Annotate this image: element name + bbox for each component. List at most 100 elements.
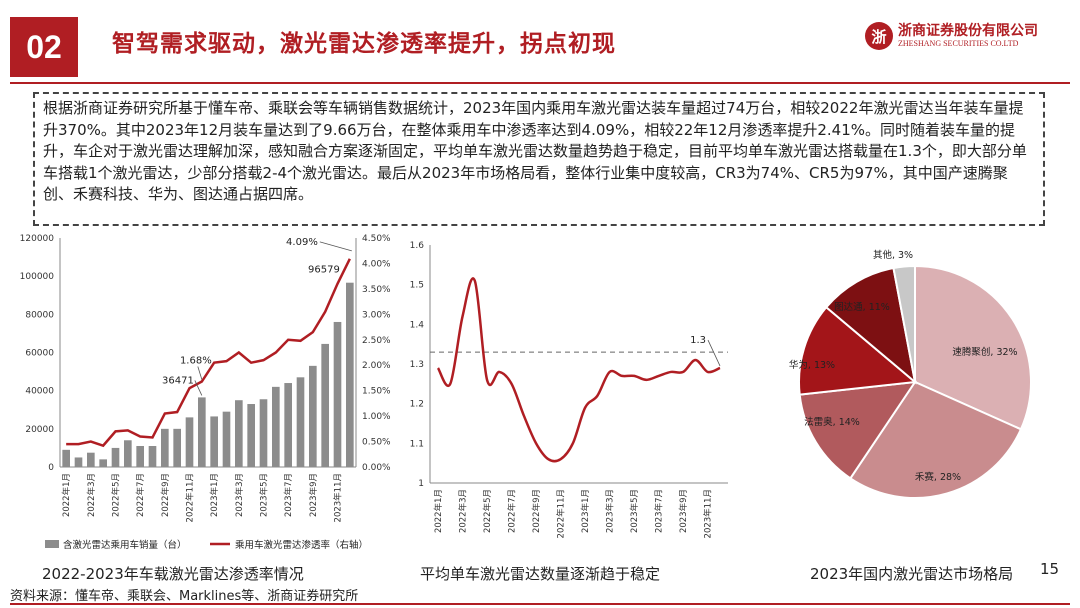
chart1-y-tick: 60000 bbox=[25, 349, 54, 359]
chart1-y-tick: 0 bbox=[48, 463, 54, 473]
chart1-x-tick: 2022年7月 bbox=[135, 473, 146, 517]
chart1-legend-line-label: 乘用车激光雷达渗透率（右轴） bbox=[235, 539, 368, 551]
chart1-bar bbox=[161, 428, 169, 467]
chart2-x-tick: 2023年11月 bbox=[703, 489, 714, 538]
chart2-caption: 平均单车激光雷达数量逐渐趋于稳定 bbox=[420, 565, 661, 583]
chart1-bar bbox=[111, 447, 120, 467]
pie-slice bbox=[892, 264, 916, 383]
chart1-bar bbox=[284, 383, 292, 467]
chart2-y-tick: 1.5 bbox=[410, 281, 424, 291]
chart1-x-tick: 2022年3月 bbox=[86, 473, 97, 517]
chart1-x-tick: 2022年11月 bbox=[185, 473, 196, 522]
chart2-y-tick: 1.3 bbox=[410, 360, 424, 370]
chart1-bar bbox=[74, 457, 83, 467]
pie-slice-label: 华为, 13% bbox=[789, 359, 835, 371]
chart1-annotation: 1.68% bbox=[180, 356, 212, 367]
chart1-y-tick: 120000 bbox=[20, 234, 55, 244]
pie-slice bbox=[824, 266, 917, 385]
chart1-x-tick: 2023年1月 bbox=[209, 473, 220, 517]
pie-slice bbox=[848, 380, 1023, 499]
chart1-bar bbox=[309, 365, 317, 467]
pie-slice-label: 其他, 3% bbox=[873, 249, 913, 261]
chart1-x-tick: 2022年9月 bbox=[160, 473, 171, 517]
chart2-annotation: 1.3 bbox=[690, 335, 706, 346]
chart2-x-tick: 2023年7月 bbox=[654, 489, 665, 533]
chart1-y-right-tick: 2.00% bbox=[362, 361, 391, 371]
chart2-x-tick: 2023年3月 bbox=[605, 489, 616, 533]
chart1-y-tick: 100000 bbox=[20, 272, 55, 282]
chart1-bar bbox=[99, 459, 107, 467]
chart1-annotation-leader bbox=[197, 366, 203, 380]
chart2-y-tick: 1 bbox=[418, 479, 424, 489]
page-title: 智驾需求驱动，激光雷达渗透率提升，拐点初现 bbox=[112, 31, 616, 57]
chart2-x-tick: 2023年1月 bbox=[580, 489, 591, 533]
chart2-y-tick: 1.2 bbox=[410, 400, 424, 410]
chart2-annotation-leader bbox=[707, 339, 721, 367]
chart3-caption: 2023年国内激光雷达市场格局 bbox=[810, 565, 1014, 583]
chart1-x-tick: 2023年11月 bbox=[333, 473, 344, 522]
chart1-y-right-tick: 0.00% bbox=[362, 463, 391, 473]
chart1-bar bbox=[148, 446, 157, 467]
logo-company-name-en: ZHESHANG SECURITIES CO.LTD bbox=[898, 39, 1019, 48]
chart2-x-tick: 2023年5月 bbox=[629, 489, 640, 533]
pie-slice bbox=[914, 264, 1032, 431]
chart2-x-tick: 2023年9月 bbox=[678, 489, 689, 533]
charts-area: 0 20000 40000 60000 80000 100000 120000 0.00% 0.… bbox=[20, 234, 1032, 551]
chart1-bar bbox=[136, 446, 144, 467]
chart1-y-right-tick: 0.50% bbox=[362, 438, 391, 448]
chart1-penetration-line bbox=[66, 258, 351, 448]
chart1-annotation: 36471 bbox=[162, 375, 194, 386]
chart1-bar bbox=[296, 377, 305, 467]
chart1-annotation: 96579 bbox=[308, 265, 340, 276]
chart1-bar bbox=[124, 440, 132, 467]
chart1-annotation-leader bbox=[319, 241, 352, 252]
chart1-bar bbox=[235, 400, 243, 467]
chart1-bar bbox=[173, 428, 181, 467]
chart1-y-right-tick: 3.50% bbox=[362, 285, 391, 295]
chart1-y-tick: 80000 bbox=[25, 310, 54, 320]
chart1-bar bbox=[346, 282, 354, 467]
chart1-annotation-leader bbox=[194, 380, 203, 396]
chart1-bar bbox=[198, 397, 206, 467]
chart1-annotation: 4.09% bbox=[286, 237, 318, 248]
header-divider bbox=[10, 82, 1070, 84]
pie-slice-label: 图达通, 11% bbox=[834, 301, 890, 313]
chart1-bar bbox=[321, 343, 329, 467]
chart1-bar bbox=[272, 386, 280, 467]
chart2-x-tick: 2022年3月 bbox=[458, 489, 469, 533]
chart1-x-tick: 2022年5月 bbox=[111, 473, 122, 517]
chart1-bar bbox=[210, 416, 218, 467]
pie-slice-label: 法雷奥, 14% bbox=[804, 416, 860, 428]
chart2-y-tick: 1.6 bbox=[410, 241, 425, 251]
chart2-x-tick: 2022年11月 bbox=[556, 489, 567, 538]
chart1-y-tick: 20000 bbox=[25, 425, 54, 435]
chart1-bar bbox=[247, 404, 255, 467]
chart1-bar bbox=[259, 399, 268, 467]
chart1-bar bbox=[333, 321, 342, 467]
chart1-bar bbox=[185, 417, 194, 467]
chart1-y-tick: 40000 bbox=[25, 387, 54, 397]
chart1-bar bbox=[87, 452, 95, 467]
chart2-x-tick: 2022年1月 bbox=[433, 489, 444, 533]
chart1-y-right-tick: 1.50% bbox=[362, 387, 391, 397]
chart1-legend-bar-swatch bbox=[45, 540, 59, 548]
chart1-bar bbox=[62, 449, 70, 467]
chart1-y-right-tick: 1.00% bbox=[362, 412, 391, 422]
chart1-y-right-tick: 3.00% bbox=[362, 310, 391, 320]
pie-slice-label: 禾赛, 28% bbox=[915, 471, 961, 483]
chart1-caption: 2022-2023年车载激光雷达渗透率情况 bbox=[42, 565, 304, 583]
source-note: 资料来源：懂车帝、乘联会、Marklines等、浙商证券研究所 bbox=[10, 589, 359, 604]
chart1-x-tick: 2023年9月 bbox=[308, 473, 319, 517]
chart2-y-tick: 1.1 bbox=[410, 439, 424, 449]
chart1-y-right-tick: 2.50% bbox=[362, 336, 391, 346]
chart1-x-tick: 2023年7月 bbox=[283, 473, 294, 517]
pie-slice bbox=[798, 380, 918, 480]
footer-divider bbox=[10, 603, 1070, 605]
chart2-avg-line bbox=[436, 277, 721, 463]
chart1-y-right-tick: 4.00% bbox=[362, 259, 391, 269]
chart1-y-right-tick: 4.50% bbox=[362, 234, 391, 244]
logo-company-name: 浙商证券股份有限公司 bbox=[898, 23, 1038, 39]
chart2-x-tick: 2022年5月 bbox=[482, 489, 493, 533]
chart1-x-tick: 2023年3月 bbox=[234, 473, 245, 517]
section-number-badge: 02 bbox=[10, 17, 78, 77]
